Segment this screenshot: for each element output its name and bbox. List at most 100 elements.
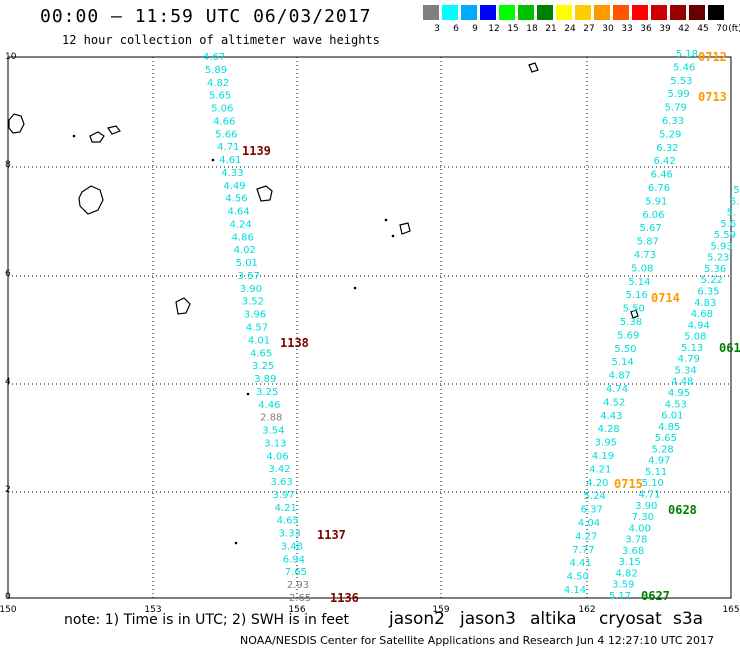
wave-height-value: 4.57: [246, 323, 268, 334]
legend-swatch: [442, 5, 458, 20]
legend-jason3: jason3: [460, 609, 516, 629]
wave-height-value: 5.10: [642, 478, 664, 489]
wave-height-value: 6.32: [656, 143, 678, 154]
legend-swatch: [708, 5, 724, 20]
wave-height-value: 4.27: [575, 531, 597, 542]
wave-height-value: 5.11: [645, 467, 667, 478]
wave-height-value: 5.36: [704, 264, 726, 275]
wave-height-value: 2.93: [287, 580, 309, 591]
wave-height-value: 3.90: [635, 501, 657, 512]
wave-height-value: 4.48: [671, 377, 693, 388]
wave-height-value: 5.46: [673, 62, 695, 73]
wave-height-value: 3.97: [272, 490, 294, 501]
footer-credit: NOAA/NESDIS Center for Satellite Applica…: [240, 634, 715, 647]
legend-swatch: [461, 5, 477, 20]
wave-height-value: 3.96: [244, 310, 266, 321]
legend-label: 33: [621, 24, 633, 34]
lon-tick-label: 165: [722, 605, 739, 615]
wave-height-value: 5.67: [639, 223, 661, 234]
wave-height-value: 5.91: [645, 196, 667, 207]
wave-height-value: 3.90: [240, 284, 262, 295]
wave-height-value: 3.33: [279, 529, 301, 540]
wave-height-value: 3.52: [242, 297, 264, 308]
wave-height-value: 3.25: [256, 387, 278, 398]
pass-time-label: 0628: [668, 503, 697, 517]
pass-time-label: 0627: [641, 589, 670, 603]
legend-label: 24: [564, 24, 576, 34]
wave-height-value: 6.42: [653, 156, 675, 167]
wave-height-value: 4.65: [250, 348, 272, 359]
legend-label: 30: [602, 24, 614, 34]
wave-height-value: 3.25: [252, 361, 274, 372]
lat-tick-label: 2: [5, 485, 11, 495]
wave-height-value: 3.54: [262, 426, 284, 437]
lon-tick-label: 162: [578, 605, 595, 615]
wave-height-value: 5.50: [614, 344, 636, 355]
wave-height-value: 2.88: [260, 413, 282, 424]
legend-label: 27: [583, 24, 595, 34]
wave-height-value: 3.89: [254, 374, 276, 385]
pass-time-label: 1138: [280, 336, 309, 350]
islet-dot: [391, 234, 395, 238]
wave-height-value: 6.76: [648, 183, 670, 194]
pass-time-label: 0714: [651, 291, 680, 305]
islet-dot: [72, 134, 76, 138]
wave-height-value: 4.79: [678, 354, 700, 365]
wave-height-value: 6.06: [642, 210, 664, 221]
legend-swatch: [518, 5, 534, 20]
wave-height-value: 4.02: [234, 245, 256, 256]
wave-height-value: 4.01: [248, 335, 270, 346]
wave-height-value: 4.21: [589, 464, 611, 475]
wave-height-value: 5.93: [710, 241, 732, 252]
legend-label: 70: [716, 24, 728, 34]
wave-height-value: 4.00: [629, 523, 651, 534]
wave-height-value: 5.53: [670, 76, 692, 87]
wave-height-value: 4.66: [213, 116, 235, 127]
wave-height-value: 4.50: [567, 572, 589, 583]
island-outline: [528, 62, 539, 73]
wave-height-value: 4.46: [258, 400, 280, 411]
wave-height-value: 4.65: [277, 516, 299, 527]
wave-height-value: 7.30: [632, 512, 654, 523]
wave-height-value: 4.61: [219, 155, 241, 166]
legend-swatch: [480, 5, 496, 20]
wave-height-value: 4.71: [638, 490, 660, 501]
wave-height-value: 5.14: [628, 277, 650, 288]
wave-height-value: 5.18: [676, 49, 698, 60]
wave-height-value: 5.79: [665, 103, 687, 114]
legend-label: 6: [453, 24, 459, 34]
pass-time-label: 0712: [698, 50, 727, 64]
map-subtitle: 12 hour collection of altimeter wave hei…: [62, 33, 380, 47]
wave-height-value: 4.14: [564, 585, 586, 596]
island-outline: [78, 185, 104, 215]
pass-time-label: 061: [719, 341, 740, 355]
islet-dot: [384, 218, 388, 222]
wave-height-value: 3.13: [264, 438, 286, 449]
wave-height-value: 4.87: [609, 371, 631, 382]
wave-height-value: 3.42: [268, 464, 290, 475]
wave-height-value: 5.89: [205, 65, 227, 76]
legend-jason2: jason2: [389, 609, 445, 629]
wave-height-value: 5.65: [655, 433, 677, 444]
legend-swatch: [499, 5, 515, 20]
map-frame: [7, 56, 732, 599]
wave-height-value: 3.57: [238, 271, 260, 282]
wave-height-value: 5.34: [674, 365, 696, 376]
island-outline: [630, 309, 639, 319]
wave-height-value: 5.69: [617, 330, 639, 341]
wave-height-value: 4.64: [227, 207, 249, 218]
legend-label: 21: [545, 24, 557, 34]
lat-tick-label: 4: [5, 377, 11, 387]
island-outline: [107, 125, 121, 135]
wave-height-value: 5.06: [211, 104, 233, 115]
legend-swatch: [651, 5, 667, 20]
wave-height-value: 5.87: [637, 237, 659, 248]
legend-swatch: [594, 5, 610, 20]
lon-tick-label: 153: [144, 605, 161, 615]
islet-dot: [211, 158, 215, 162]
legend-label: 9: [472, 24, 478, 34]
wave-height-value: 5.: [727, 208, 737, 219]
wave-height-value: 5.01: [236, 258, 258, 269]
